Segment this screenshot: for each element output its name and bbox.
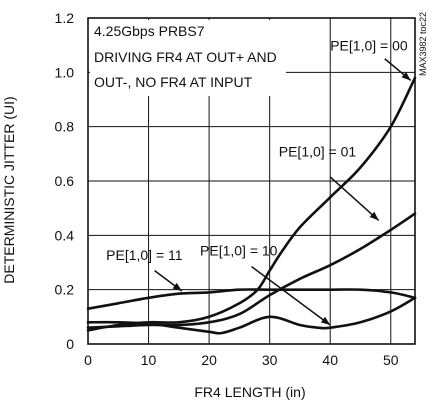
annotation-box <box>90 20 286 96</box>
y-tick-label: 1.0 <box>55 64 75 80</box>
y-tick-label: 0.8 <box>55 119 75 135</box>
series-label-pe-00: PE[1,0] = 00 <box>330 38 408 54</box>
y-tick-labels: 0 0.2 0.4 0.6 0.8 1.0 1.2 <box>55 10 75 352</box>
series-label-pe-10: PE[1,0] = 10 <box>200 243 278 259</box>
plot-frame <box>87 17 416 345</box>
series-line-pe-00 <box>86 76 417 332</box>
x-tick-label: 20 <box>201 352 217 368</box>
x-tick-label: 50 <box>383 352 399 368</box>
series-line-pe-01 <box>86 212 417 329</box>
x-axis-label: FR4 LENGTH (in) <box>194 384 305 400</box>
part-number-label: MAX3982 toc22 <box>418 12 428 76</box>
y-tick-label: 0 <box>66 336 74 352</box>
x-tick-labels: 0 10 20 30 40 50 <box>84 352 399 368</box>
callout-arrowhead-pe-01 <box>369 211 379 221</box>
callout-line-pe-10 <box>251 265 331 326</box>
series-label-pe-01: PE[1,0] = 01 <box>279 144 357 160</box>
y-tick-label: 1.2 <box>55 10 75 26</box>
series-callouts <box>154 58 412 326</box>
y-axis-label: DETERMINISTIC JITTER (UI) <box>1 96 17 283</box>
series-label-pe-11: PE[1,0] = 11 <box>106 247 183 263</box>
series-line-pe-11 <box>86 288 417 310</box>
y-tick-label: 0.4 <box>55 227 75 243</box>
x-tick-label: 10 <box>141 352 157 368</box>
y-tick-label: 0.6 <box>55 173 75 189</box>
annotation-line-1: 4.25Gbps PRBS7 <box>94 23 205 39</box>
series-line-pe-10 <box>86 296 417 335</box>
callout-arrowhead-pe-11 <box>172 282 182 292</box>
callout-line-pe-01 <box>329 176 380 221</box>
callout-arrowhead-pe-00 <box>401 72 411 81</box>
series-labels: PE[1,0] = 00 PE[1,0] = 01 PE[1,0] = 11 PE[1… <box>106 38 408 263</box>
annotation-line-2: DRIVING FR4 AT OUT+ AND <box>94 49 277 65</box>
y-tick-label: 0.2 <box>55 282 75 298</box>
x-tick-label: 30 <box>262 352 278 368</box>
x-tick-label: 40 <box>322 352 338 368</box>
x-tick-label: 0 <box>84 352 92 368</box>
annotation-line-3: OUT-, NO FR4 AT INPUT <box>94 74 253 90</box>
callout-arrowhead-pe-10 <box>320 316 331 325</box>
series-lines <box>86 76 417 335</box>
